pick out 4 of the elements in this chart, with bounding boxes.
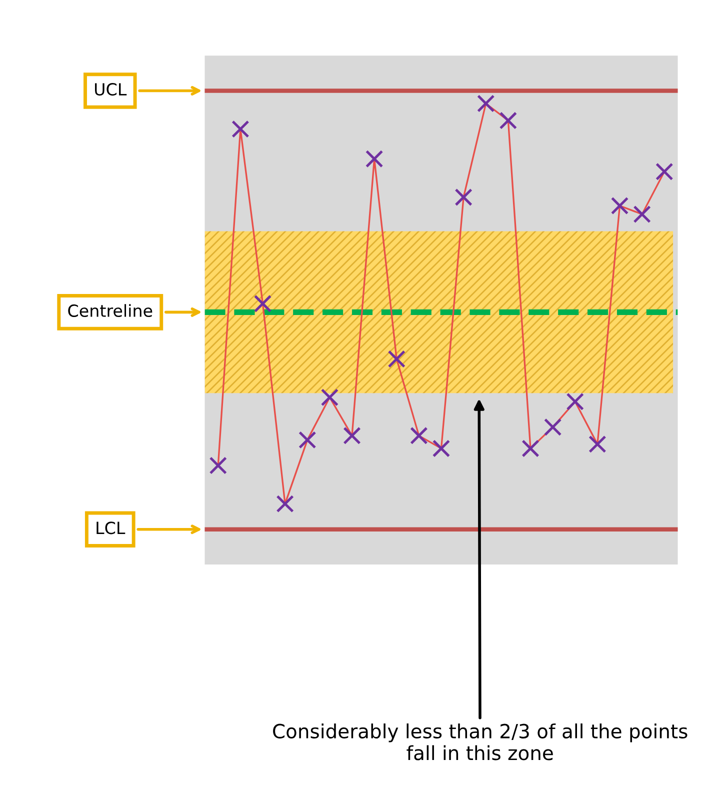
ref-line-label: UCL: [95, 82, 127, 96]
text: Considerably less than 2/3 of all the points fall in this zone: [273, 723, 688, 760]
ref-line-label: Centreline: [68, 304, 152, 318]
ref-line-label: LCL: [96, 522, 126, 534]
